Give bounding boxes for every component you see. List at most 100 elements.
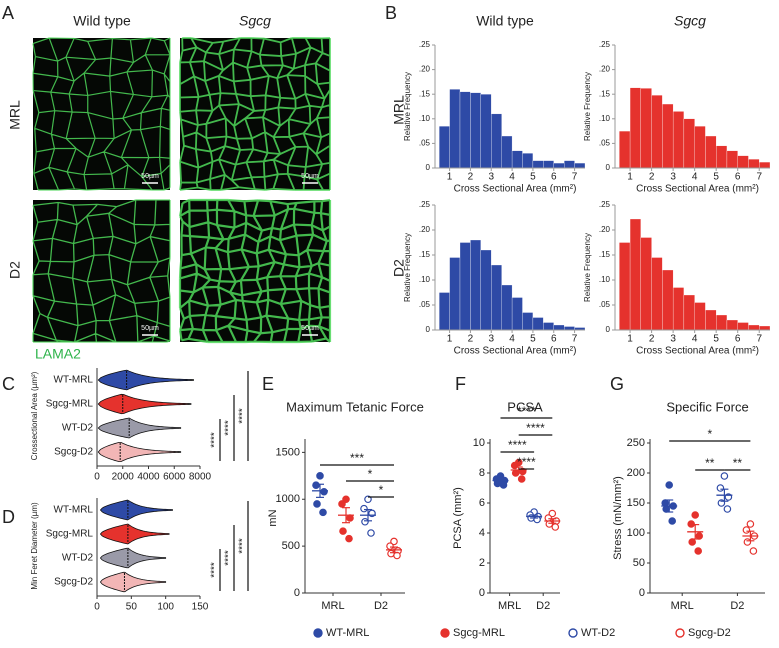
data-point (720, 472, 729, 480)
y-axis-label: Crossectional Area (µm²) (30, 371, 39, 460)
bar (522, 153, 534, 169)
bar (511, 150, 523, 169)
data-point (723, 505, 732, 513)
x-tick-label: D2 (374, 600, 388, 612)
bar (619, 130, 631, 169)
bar (564, 160, 575, 169)
y-axis-label: Relative Frequency (583, 233, 592, 302)
significance-label: ** (705, 456, 715, 470)
data-point (661, 499, 670, 507)
x-tick-label: D2 (536, 600, 550, 612)
significance-label: **** (517, 404, 536, 418)
column-header: Sgcg (239, 13, 271, 29)
x-tick-label: 0 (94, 472, 100, 483)
legend-label: WT-MRL (326, 627, 369, 639)
bar (470, 239, 481, 331)
significance-label: **** (210, 562, 221, 578)
bar (737, 155, 749, 169)
data-point (694, 547, 703, 555)
data-point (544, 514, 553, 522)
bar (694, 126, 706, 169)
category-label: WT-MRL (54, 505, 94, 516)
category-label: WT-MRL (54, 375, 94, 386)
x-tick-label: MRL (498, 600, 521, 612)
significance-label: **** (238, 408, 249, 424)
violin (97, 417, 182, 439)
x-tick-label: 2 (468, 172, 474, 183)
bar (439, 126, 450, 169)
bar (662, 103, 674, 169)
column-header: Wild type (476, 13, 534, 29)
category-label: Sgcg-D2 (54, 447, 93, 458)
y-axis-label: Relative Frequency (403, 233, 412, 302)
column-header: Sgcg (674, 13, 706, 29)
data-point (545, 520, 554, 528)
significance-label: ** (733, 456, 743, 470)
bar (470, 92, 481, 169)
x-tick-label: 7 (756, 172, 762, 183)
data-point (361, 517, 369, 526)
x-tick-label: 6 (551, 172, 557, 183)
significance-label: **** (224, 420, 235, 436)
x-tick-label: 4 (509, 334, 515, 345)
bar (683, 294, 695, 331)
y-tick-label: .20 (599, 65, 611, 74)
violin (99, 499, 173, 521)
y-tick-label: .20 (419, 225, 431, 234)
x-tick-label: 1 (447, 334, 453, 345)
y-tick-label: 1000 (276, 493, 300, 505)
category-label: Sgcg-MRL (46, 399, 94, 410)
significance-label: **** (224, 550, 235, 566)
panel-label: E (262, 374, 274, 394)
y-tick-label: .25 (599, 200, 611, 209)
y-tick-label: 8 (479, 467, 485, 479)
x-tick-label: 5 (713, 172, 719, 183)
bar (491, 264, 502, 331)
legend-marker (313, 628, 323, 638)
category-label: WT-D2 (62, 553, 94, 564)
bar (501, 284, 513, 331)
cell-membrane (178, 198, 332, 344)
bar (640, 237, 652, 331)
bar (672, 111, 685, 169)
data-point (360, 504, 368, 513)
x-tick-label: MRL (321, 600, 344, 612)
data-point (691, 511, 700, 519)
x-tick-label: 1 (447, 172, 453, 183)
y-tick-label: 0 (426, 163, 431, 172)
violin (97, 369, 194, 391)
significance-label: * (707, 427, 712, 441)
x-axis-label: Cross Sectional Area (mm²) (454, 346, 577, 357)
category-label: Sgcg-D2 (54, 577, 93, 588)
row-header: D2 (391, 259, 407, 277)
x-tick-label: 5 (713, 334, 719, 345)
bar (759, 161, 771, 169)
y-tick-label: 500 (282, 540, 300, 552)
violin (99, 523, 170, 545)
data-point (668, 517, 677, 525)
bar (553, 324, 565, 331)
legend-label: WT-D2 (581, 627, 615, 639)
y-tick-label: .25 (419, 40, 431, 49)
bar (439, 292, 450, 331)
y-tick-label: 200 (627, 467, 645, 479)
bar (672, 287, 685, 331)
bar (629, 218, 641, 331)
y-tick-label: 250 (627, 437, 645, 449)
bar (543, 160, 554, 169)
data-point (551, 523, 560, 531)
y-tick-label: .15 (419, 89, 431, 98)
cell-membrane (179, 37, 331, 191)
category-label: Sgcg-MRL (46, 529, 94, 540)
x-tick-label: 4000 (137, 472, 160, 483)
significance-label: **** (508, 438, 527, 452)
bar (748, 324, 760, 331)
data-point (364, 495, 372, 504)
column-header: Wild type (73, 13, 131, 29)
panel-label: C (2, 374, 15, 394)
x-tick-label: 3 (670, 334, 676, 345)
bar (449, 257, 461, 331)
y-axis-label: mN (267, 509, 279, 526)
data-point (345, 534, 353, 543)
y-tick-label: .25 (599, 40, 611, 49)
